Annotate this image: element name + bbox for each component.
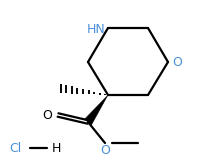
Text: O: O: [100, 144, 110, 157]
Text: HN: HN: [86, 23, 105, 35]
Text: O: O: [42, 109, 52, 122]
Text: Cl: Cl: [10, 142, 22, 155]
Text: O: O: [172, 56, 182, 68]
Text: H: H: [52, 142, 61, 155]
Polygon shape: [84, 95, 108, 125]
